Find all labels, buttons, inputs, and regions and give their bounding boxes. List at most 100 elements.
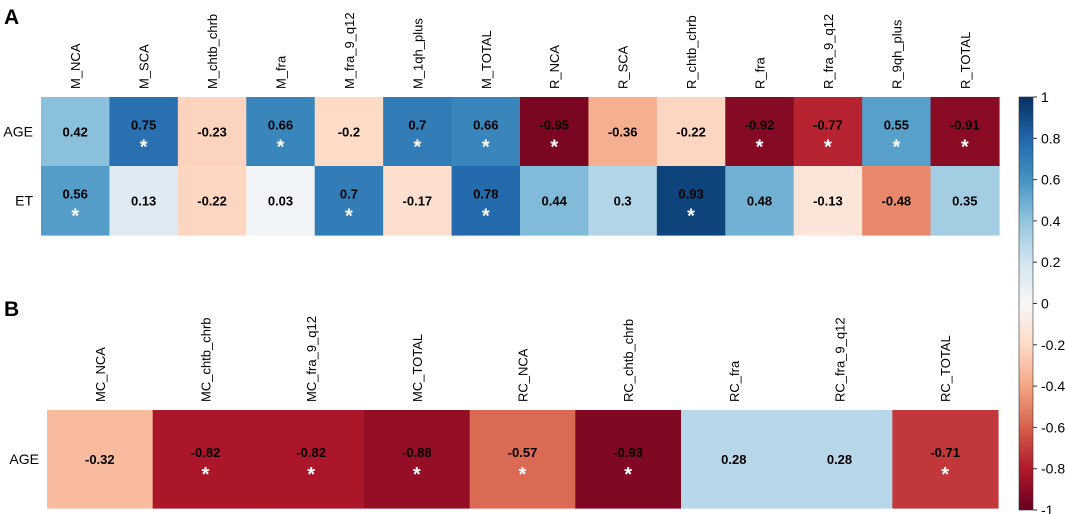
- column-label: R_fra: [753, 56, 768, 89]
- column-label: M_TOTAL: [479, 30, 494, 89]
- cell-value-label: 0.44: [542, 194, 568, 209]
- heatmap-cell: [177, 166, 247, 236]
- colorbar-tick-label: 0.8: [1041, 130, 1061, 146]
- heatmap-cell: [681, 410, 788, 509]
- heatmap-cell: [862, 97, 932, 167]
- cell-value-label: 0.78: [473, 187, 498, 202]
- significance-marker: *: [624, 464, 632, 486]
- colorbar-tick-label: -0.6: [1041, 419, 1065, 435]
- heatmap-cell: [930, 166, 1000, 236]
- column-label: M_fra: [274, 55, 289, 89]
- cell-value-label: -0.36: [608, 125, 638, 140]
- heatmap-cell: [246, 97, 316, 167]
- column-label: M_SCA: [137, 44, 152, 89]
- cell-value-label: 0.48: [747, 194, 772, 209]
- column-label: RC_fra_9_q12: [833, 317, 848, 402]
- heatmap-cell: [725, 97, 795, 167]
- heatmap-cell: [364, 410, 471, 509]
- heatmap-cell: [41, 97, 111, 167]
- cell-value-label: -0.23: [197, 125, 227, 140]
- heatmap-cell: [109, 166, 179, 236]
- panel-b-heatmap: B AGE MC_NCA MC_chtb_chrb MC_fra_9_q12 MC_TOT…: [4, 298, 999, 509]
- cell-value-label: 0.75: [131, 118, 156, 133]
- cell-value-label: 0.66: [268, 118, 293, 133]
- cell-value-label: 0.56: [63, 187, 88, 202]
- cell-value-label: 0.7: [408, 118, 426, 133]
- heatmap-cell: [793, 166, 863, 236]
- column-label: R_9qh_plus: [889, 19, 904, 89]
- significance-marker: *: [482, 137, 490, 159]
- column-label: R_TOTAL: [958, 32, 973, 89]
- cell-value-label: -0.48: [882, 194, 912, 209]
- cell-value-label: -0.92: [745, 118, 775, 133]
- column-label: RC_fra: [727, 360, 742, 402]
- heatmap-cell: [41, 166, 111, 236]
- heatmap-cell: [862, 166, 932, 236]
- cell-value-label: 0.13: [131, 194, 156, 209]
- column-label: M_NCA: [68, 43, 83, 89]
- panel-label: A: [4, 6, 19, 29]
- column-label: M_fra_9_q12: [342, 12, 357, 89]
- heatmap-cell: [793, 97, 863, 167]
- heatmap-cell: [152, 410, 259, 509]
- row-label: AGE: [9, 451, 39, 467]
- cell-value-label: 0.28: [827, 452, 852, 467]
- cell-value-label: -0.93: [613, 445, 643, 460]
- cell-value-label: -0.88: [402, 445, 432, 460]
- heatmap-cell: [47, 410, 154, 509]
- cell-value-label: -0.82: [296, 445, 326, 460]
- significance-marker: *: [756, 137, 764, 159]
- column-label: MC_fra_9_q12: [304, 316, 319, 402]
- heatmap-cell: [109, 97, 179, 167]
- heatmap-cell: [383, 97, 453, 167]
- heatmap-cell: [575, 410, 682, 509]
- heatmap-cell: [177, 97, 247, 167]
- heatmap-cell: [520, 166, 590, 236]
- cell-value-label: 0.7: [340, 187, 358, 202]
- row-label: ET: [15, 193, 33, 209]
- colorbar-tick-label: -0.8: [1041, 461, 1065, 477]
- cell-value-label: 0.42: [63, 125, 88, 140]
- cell-value-label: -0.77: [813, 118, 843, 133]
- cell-value-label: -0.22: [197, 194, 227, 209]
- cell-value-label: -0.22: [676, 125, 706, 140]
- cell-value-label: 0.93: [678, 187, 703, 202]
- cell-value-label: 0.55: [884, 118, 909, 133]
- panel-label: B: [4, 298, 19, 321]
- column-label: R_chtb_chrb: [684, 15, 699, 89]
- colorbar-tick-label: 0.2: [1041, 254, 1061, 270]
- cell-value-label: -0.32: [85, 452, 115, 467]
- significance-marker: *: [345, 206, 353, 228]
- heatmap-cell: [786, 410, 893, 509]
- colorbar-tick-label: 0.6: [1041, 172, 1061, 188]
- significance-marker: *: [961, 137, 969, 159]
- heatmap-cell: [930, 97, 1000, 167]
- column-label: R_NCA: [547, 45, 562, 89]
- cell-value-label: -0.2: [338, 125, 360, 140]
- significance-marker: *: [519, 464, 527, 486]
- column-label: RC_chtb_chrb: [621, 319, 636, 402]
- column-label: M_1qh_plus: [410, 18, 425, 89]
- significance-marker: *: [202, 464, 210, 486]
- heatmap-cell: [892, 410, 999, 509]
- cell-value-label: -0.17: [403, 194, 433, 209]
- cell-value-label: -0.13: [813, 194, 843, 209]
- significance-marker: *: [824, 137, 832, 159]
- column-label: MC_TOTAL: [410, 334, 425, 402]
- cell-value-label: -0.95: [539, 118, 569, 133]
- cell-value-label: 0.35: [952, 194, 977, 209]
- heatmap-cell: [314, 97, 384, 167]
- heatmap-cell: [725, 166, 795, 236]
- heatmap-cell: [451, 166, 521, 236]
- cell-value-label: -0.57: [508, 445, 538, 460]
- colorbar-gradient: [1018, 96, 1034, 511]
- cell-value-label: -0.71: [930, 445, 960, 460]
- significance-marker: *: [413, 464, 421, 486]
- column-label: R_fra_9_q12: [821, 14, 836, 89]
- significance-marker: *: [413, 137, 421, 159]
- heatmap-cell: [656, 166, 726, 236]
- heatmap-cell: [520, 97, 590, 167]
- heatmap-cell: [588, 166, 658, 236]
- colorbar-tick-label: -1: [1041, 502, 1054, 514]
